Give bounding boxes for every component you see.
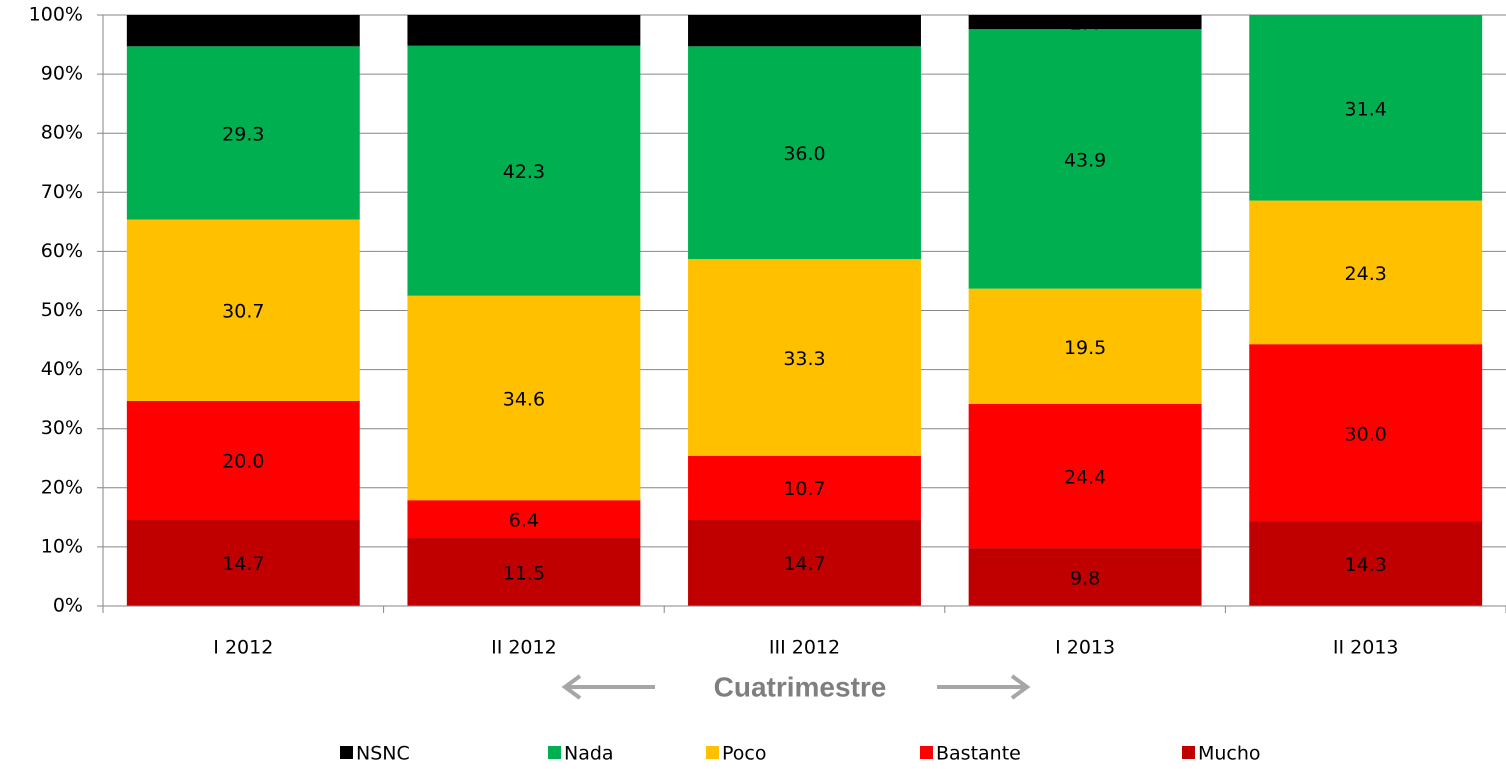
data-label: 43.9 [1064,149,1106,171]
bar-segment [126,46,360,220]
data-label: 5.3 [228,21,258,43]
data-label: 30.7 [222,301,264,323]
axis-arrows [561,674,1031,700]
legend-label: Mucho [1198,743,1261,765]
data-label: 29.3 [222,123,264,145]
data-label: 19.5 [1064,337,1106,359]
y-tick-label: 30% [41,417,83,439]
data-label: 33.3 [783,348,825,370]
x-tick-label: I 2013 [1055,637,1115,659]
legend-label: NSNC [356,743,410,765]
bar-segment [688,519,921,606]
y-tick-label: 60% [41,240,83,262]
y-tick-label: 0% [53,595,83,617]
bar-segment [126,519,360,606]
data-label: 2.4 [1070,13,1100,35]
bar-segment [407,15,641,46]
bar-segment [1249,521,1483,606]
bar-segment [968,548,1202,606]
bar-segment [968,288,1202,404]
bar-segment [407,45,641,296]
data-label: 14.3 [1345,554,1387,576]
x-tick-label: II 2013 [1333,637,1399,659]
legend-swatch [1182,746,1195,759]
data-label: 5.3 [789,21,819,43]
x-tick-label: II 2012 [491,637,557,659]
y-tick-label: 90% [41,63,83,85]
data-label: 42.3 [503,161,545,183]
bar-segment [407,538,641,606]
bar-segment [126,400,360,520]
bar-segment [688,455,921,520]
y-tick-label: 100% [29,4,83,26]
y-tick-label: 10% [41,535,83,557]
data-label: 14.7 [222,553,264,575]
data-label: 24.3 [1345,263,1387,285]
bar-segment [407,500,641,539]
x-tick-label: I 2012 [213,637,273,659]
data-label: 5.2 [509,21,539,43]
bar-segment [1249,15,1483,201]
y-tick-label: 50% [41,299,83,321]
bar-segment [968,403,1202,549]
data-label: 34.6 [503,388,545,410]
bar-segment [688,46,921,260]
bar-segment [407,295,641,501]
x-tick-label: III 2012 [769,637,840,659]
y-tick-label: 20% [41,476,83,498]
data-label: 9.8 [1070,568,1100,590]
y-tick-label: 70% [41,181,83,203]
y-tick-label: 80% [41,122,83,144]
data-label: 36.0 [783,143,825,165]
data-label: 31.4 [1345,98,1387,120]
data-label: 10.7 [783,478,825,500]
bar-segment [968,15,1202,30]
data-label: 30.0 [1345,423,1387,445]
bar-segment [968,29,1202,289]
bar-segment [1249,200,1483,345]
legend-label: Bastante [936,743,1021,765]
y-tick-label: 40% [41,358,83,380]
bar-segment [126,15,360,47]
data-label: 24.4 [1064,466,1106,488]
legend-swatch [340,746,353,759]
bar-segment [1249,344,1483,522]
legend-label: Poco [722,743,766,765]
data-label: 11.5 [503,563,545,585]
data-label: 14.7 [783,553,825,575]
x-axis-label: Cuatrimestre [714,671,887,702]
bar-segment [126,219,360,401]
legend-swatch [706,746,719,759]
data-label: 20.0 [222,451,264,473]
bar-segment [688,15,921,47]
legend-swatch [920,746,933,759]
data-label: 6.4 [509,510,539,532]
bar-segment [688,259,921,456]
legend-swatch [548,746,561,759]
legend-label: Nada [564,743,614,765]
